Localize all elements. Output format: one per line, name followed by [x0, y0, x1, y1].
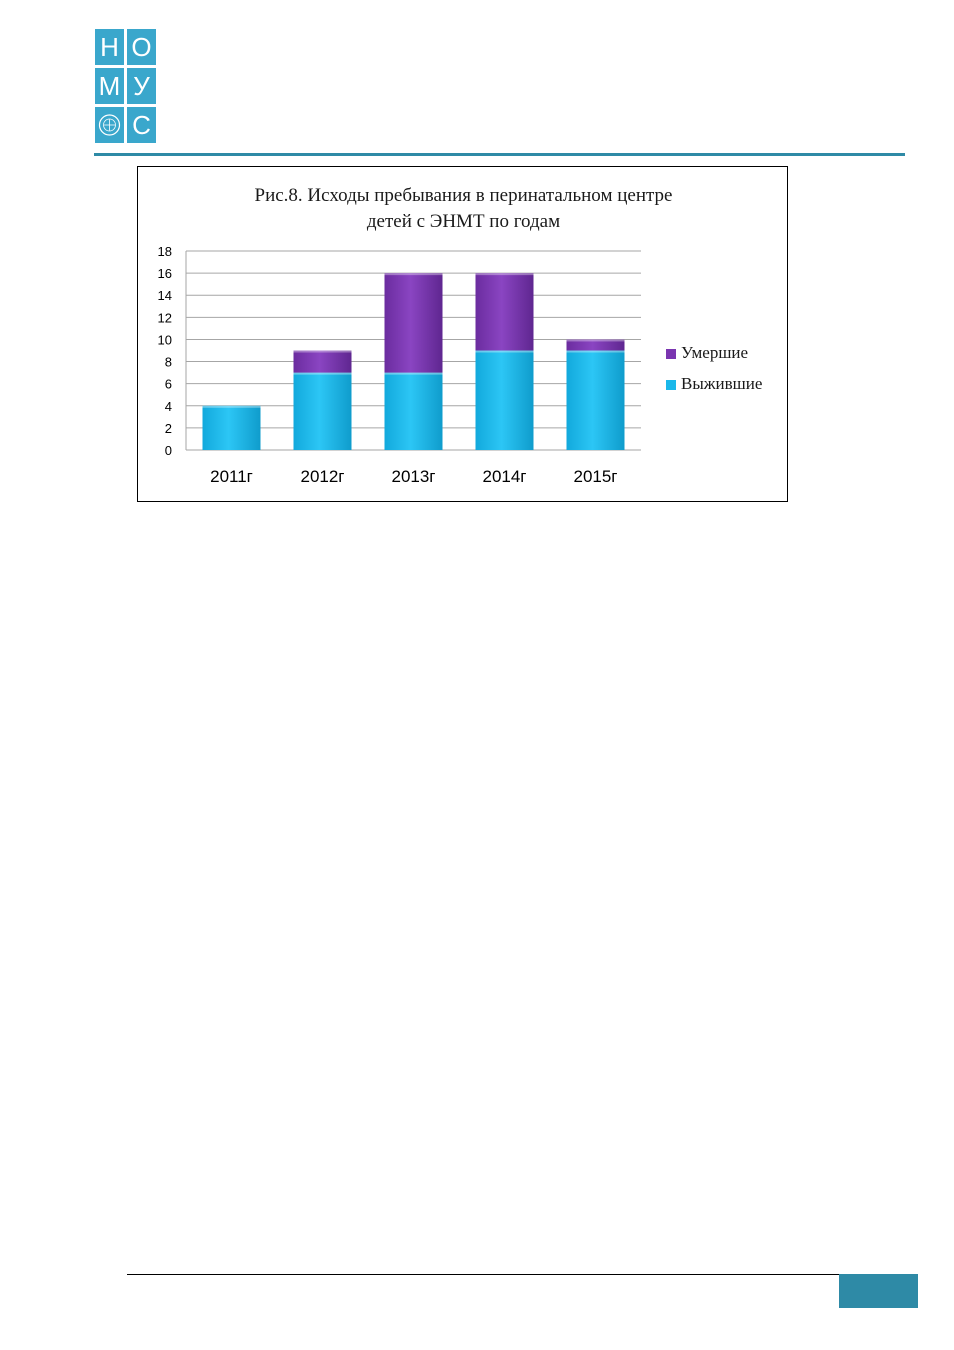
- footer-page-box: [839, 1274, 918, 1308]
- chart-title-line-2: детей с ЭНМТ по годам: [366, 211, 561, 232]
- bar-highlight: [202, 405, 261, 408]
- y-tick-label: 4: [165, 399, 172, 414]
- header-rule: [94, 153, 905, 156]
- bar-survived: [293, 372, 352, 450]
- bar-highlight: [475, 350, 534, 353]
- logo-emblem-icon: [95, 107, 124, 143]
- legend-swatch: [666, 380, 676, 390]
- bar-died: [475, 273, 534, 351]
- legend-swatch: [666, 349, 676, 359]
- x-tick-label: 2015г: [573, 467, 617, 486]
- footer-rule: [127, 1274, 839, 1275]
- stacked-bar-chart: 0 2 4 6 8 10 12 14 16 18 2011г 2012г 2013г 2014г 2015г: [158, 244, 641, 486]
- bar-highlight: [293, 372, 352, 375]
- bar-highlight: [384, 372, 443, 375]
- y-tick-label: 0: [165, 443, 172, 458]
- bar-died: [384, 273, 443, 373]
- chart-frame: Рис.8. Исходы пребывания в перинатальном…: [137, 166, 788, 502]
- logo-letter: О: [127, 29, 156, 65]
- logo-letter: С: [127, 107, 156, 143]
- logo-letter: М: [95, 68, 124, 104]
- x-tick-label: 2012г: [300, 467, 344, 486]
- nomus-logo: Н О М У С: [95, 29, 157, 143]
- logo-letter: У: [127, 68, 156, 104]
- bar-survived: [202, 405, 261, 450]
- bar-died: [566, 339, 625, 351]
- y-tick-label: 16: [158, 266, 172, 281]
- y-tick-label: 14: [158, 288, 172, 303]
- legend-label: Выжившие: [681, 374, 763, 393]
- y-tick-label: 6: [165, 377, 172, 392]
- bar-highlight: [475, 273, 534, 276]
- bar-died: [293, 350, 352, 373]
- bar-survived: [566, 350, 625, 450]
- x-tick-label: 2014г: [482, 467, 526, 486]
- y-tick-label: 12: [158, 310, 172, 325]
- y-tick-label: 10: [158, 332, 172, 347]
- y-tick-label: 18: [158, 244, 172, 259]
- bar-highlight: [293, 350, 352, 353]
- bar-survived: [475, 350, 534, 450]
- chart-title: Рис.8. Исходы пребывания в перинатальном…: [138, 183, 789, 235]
- logo-letter: Н: [95, 29, 124, 65]
- legend-label: Умершие: [681, 343, 749, 362]
- x-tick-label: 2013г: [391, 467, 435, 486]
- y-tick-label: 2: [165, 421, 172, 436]
- bar-highlight: [566, 350, 625, 353]
- bar-highlight: [566, 339, 625, 342]
- chart-title-line-1: Рис.8. Исходы пребывания в перинатальном…: [254, 185, 673, 206]
- x-tick-label: 2011г: [210, 467, 253, 486]
- bar-survived: [384, 372, 443, 450]
- y-tick-label: 8: [165, 355, 172, 370]
- bar-highlight: [384, 273, 443, 276]
